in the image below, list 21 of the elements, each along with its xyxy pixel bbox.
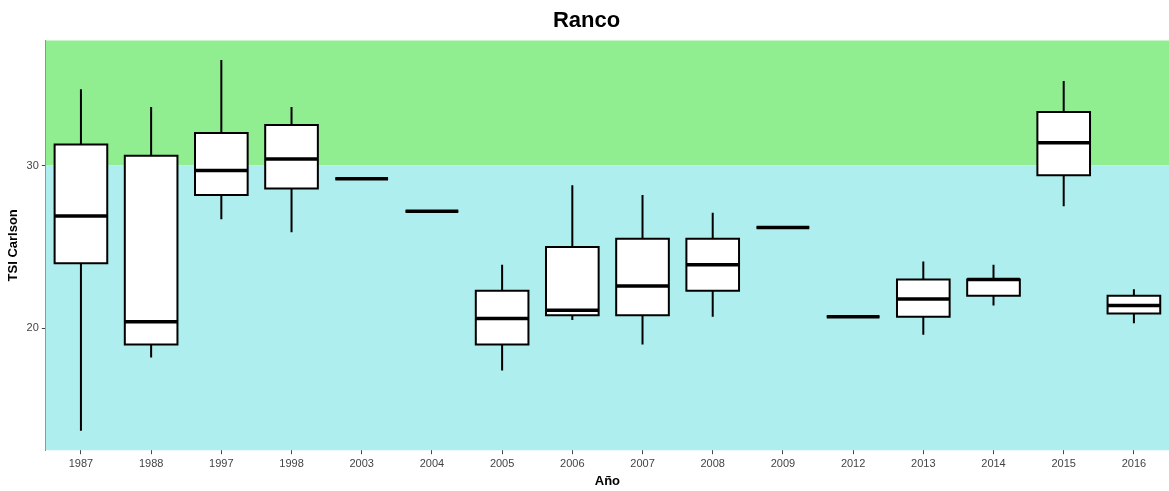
y-tick-label: 30 xyxy=(26,158,39,171)
x-tick-label: 2015 xyxy=(1051,456,1076,469)
x-tick-label: 2006 xyxy=(560,456,585,469)
x-tick-label: 1988 xyxy=(138,456,164,469)
x-tick-label: 2009 xyxy=(770,456,796,469)
y-axis-title: TSI Carlson xyxy=(5,209,21,282)
x-tick-label: 1998 xyxy=(279,456,304,469)
x-tick-label: 2005 xyxy=(489,456,515,469)
x-tick-label: 1997 xyxy=(209,456,234,469)
y-tick-label: 20 xyxy=(26,321,39,334)
x-axis-title: Año xyxy=(594,472,621,488)
x-tick-label: 2003 xyxy=(349,456,374,469)
x-tick-label: 2013 xyxy=(911,456,936,469)
x-tick-label: 2012 xyxy=(840,456,866,469)
x-tick-label: 2016 xyxy=(1121,456,1147,469)
x-tick-label: 2007 xyxy=(630,456,655,469)
x-tick-label: 2008 xyxy=(700,456,725,469)
x-tick-label: 1987 xyxy=(68,456,94,469)
chart-title: Ranco xyxy=(552,7,621,33)
x-tick-label: 2014 xyxy=(981,456,1006,469)
x-tick-label: 2004 xyxy=(419,456,445,469)
